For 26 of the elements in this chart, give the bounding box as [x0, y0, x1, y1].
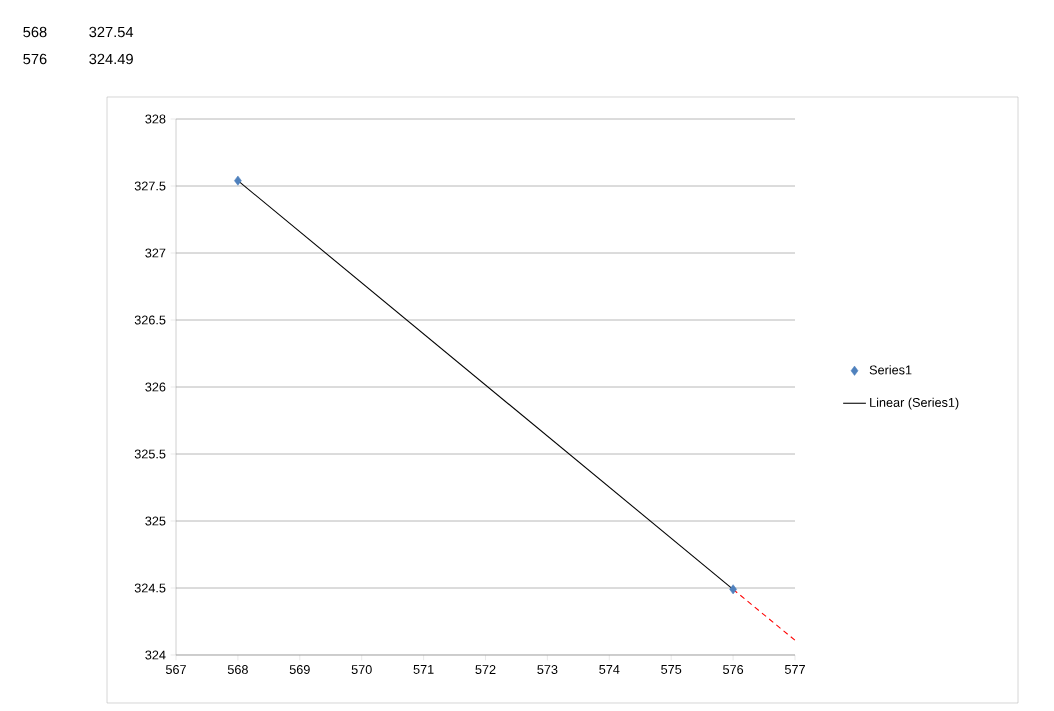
x-tick-label: 573	[537, 665, 558, 675]
y-tick-label: 327.5	[134, 181, 166, 191]
legend-label: Linear (Series1)	[870, 397, 959, 410]
x-tick-label: 571	[413, 665, 434, 674]
x-tick-label: 576	[723, 665, 744, 675]
y-tick-label: 327	[145, 248, 166, 258]
y-tick-label: 325	[145, 516, 166, 526]
x-tick-label: 570	[351, 665, 372, 675]
y-tick-label: 326	[145, 382, 166, 392]
text: 568	[23, 26, 47, 38]
text: 324.49	[89, 53, 133, 65]
y-tick-label: 326.5	[134, 315, 166, 325]
y-tick-label: 324.5	[134, 583, 166, 593]
y-tick-label: 324	[145, 650, 166, 660]
x-tick-label: 568	[227, 665, 248, 675]
x-tick-label: 574	[599, 665, 620, 674]
legend-label: Series1	[869, 365, 912, 375]
x-tick-label: 567	[165, 665, 186, 675]
x-tick-label: 577	[784, 665, 805, 674]
text: 576	[23, 53, 47, 65]
x-tick-label: 569	[289, 665, 310, 675]
y-tick-label: 325.5	[134, 449, 166, 459]
y-tick-label: 328	[145, 114, 166, 124]
x-tick-label: 575	[661, 665, 682, 674]
text: 327.54	[89, 26, 134, 38]
x-tick-label: 572	[475, 665, 496, 675]
